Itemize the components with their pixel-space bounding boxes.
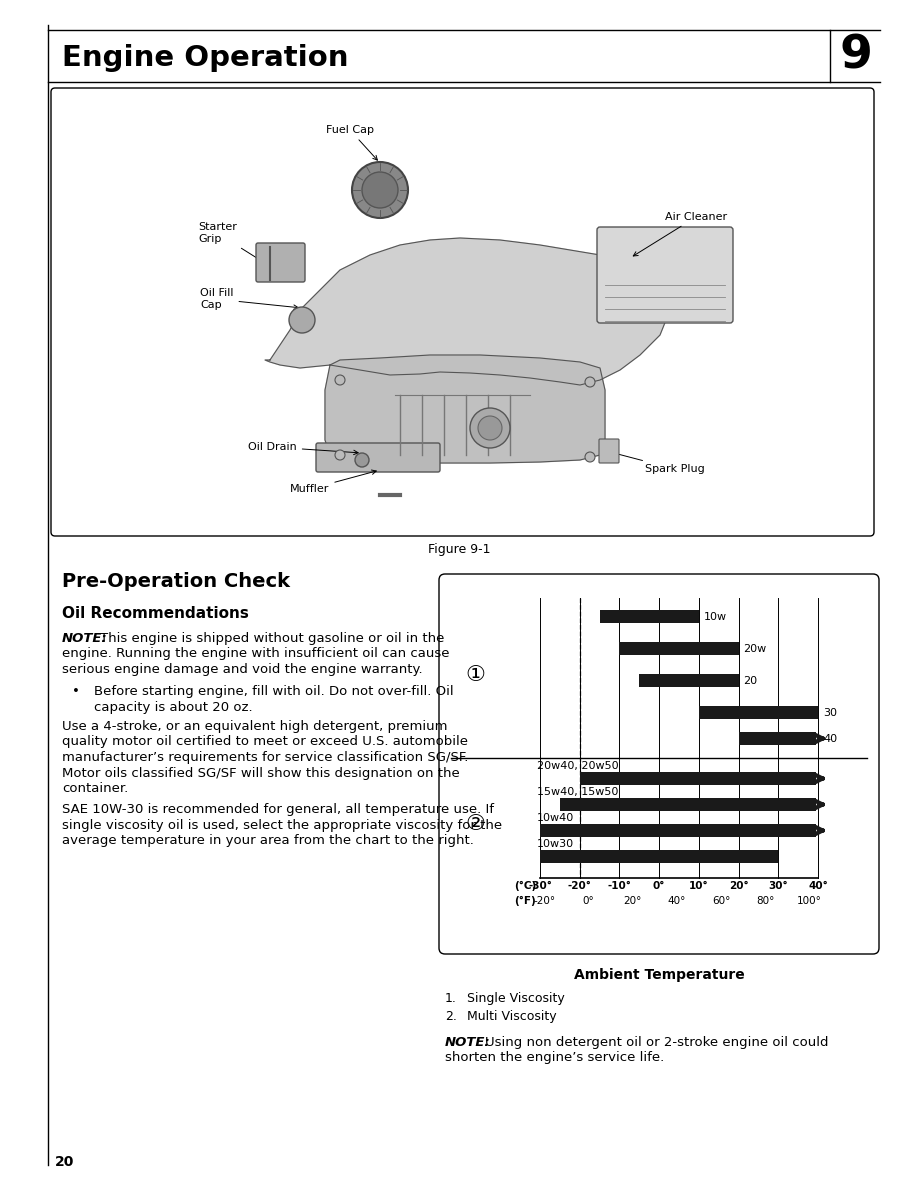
FancyBboxPatch shape bbox=[51, 88, 874, 536]
Text: 2.: 2. bbox=[445, 1010, 457, 1023]
Text: 0°: 0° bbox=[653, 881, 666, 891]
Text: 30: 30 bbox=[823, 708, 837, 718]
Text: -20°: -20° bbox=[567, 881, 592, 891]
Text: Oil Drain: Oil Drain bbox=[248, 442, 358, 455]
Circle shape bbox=[585, 377, 595, 387]
Circle shape bbox=[352, 162, 408, 219]
Bar bbox=[560, 798, 816, 811]
Text: 60°: 60° bbox=[712, 896, 731, 906]
Bar bbox=[540, 849, 778, 862]
FancyBboxPatch shape bbox=[597, 227, 733, 323]
Text: 20w40, 20w50: 20w40, 20w50 bbox=[537, 762, 619, 771]
FancyBboxPatch shape bbox=[599, 440, 619, 463]
Bar bbox=[639, 674, 739, 687]
Polygon shape bbox=[325, 355, 605, 463]
Circle shape bbox=[362, 172, 398, 208]
Text: (°C): (°C) bbox=[514, 881, 536, 891]
Text: 20w: 20w bbox=[744, 644, 767, 653]
Text: Air Cleaner: Air Cleaner bbox=[633, 211, 727, 255]
Text: manufacturer’s requirements for service classification SG/SF.: manufacturer’s requirements for service … bbox=[62, 751, 468, 764]
Text: Engine Operation: Engine Operation bbox=[62, 44, 349, 72]
FancyBboxPatch shape bbox=[439, 574, 879, 954]
Text: shorten the engine’s service life.: shorten the engine’s service life. bbox=[445, 1051, 665, 1064]
Text: 20: 20 bbox=[55, 1155, 74, 1169]
Text: -20°: -20° bbox=[533, 896, 555, 906]
Text: 20°: 20° bbox=[729, 881, 748, 891]
Text: 9: 9 bbox=[840, 33, 872, 78]
Text: Fuel Cap: Fuel Cap bbox=[326, 125, 377, 160]
Text: Use a 4-stroke, or an equivalent high detergent, premium: Use a 4-stroke, or an equivalent high de… bbox=[62, 720, 447, 733]
Text: 100°: 100° bbox=[797, 896, 822, 906]
Text: 10w30: 10w30 bbox=[537, 839, 574, 849]
Text: Muffler: Muffler bbox=[290, 470, 376, 494]
Text: -10°: -10° bbox=[608, 881, 632, 891]
Text: engine. Running the engine with insufficient oil can cause: engine. Running the engine with insuffic… bbox=[62, 647, 450, 661]
Text: Oil Recommendations: Oil Recommendations bbox=[62, 606, 249, 621]
Text: 80°: 80° bbox=[756, 896, 775, 906]
Circle shape bbox=[478, 416, 502, 440]
Text: This engine is shipped without gasoline or oil in the: This engine is shipped without gasoline … bbox=[100, 632, 444, 645]
Text: 40°: 40° bbox=[808, 881, 828, 891]
Bar bbox=[739, 732, 816, 745]
Polygon shape bbox=[265, 238, 670, 385]
Circle shape bbox=[289, 307, 315, 333]
Text: ②: ② bbox=[465, 814, 485, 834]
Text: Pre-Operation Check: Pre-Operation Check bbox=[62, 571, 290, 590]
FancyBboxPatch shape bbox=[256, 244, 305, 282]
Bar bbox=[599, 609, 699, 623]
Bar bbox=[620, 642, 739, 655]
Text: serious engine damage and void the engine warranty.: serious engine damage and void the engin… bbox=[62, 663, 422, 676]
Text: single viscosity oil is used, select the appropriate viscosity for the: single viscosity oil is used, select the… bbox=[62, 819, 502, 832]
Text: Motor oils classified SG/SF will show this designation on the: Motor oils classified SG/SF will show th… bbox=[62, 766, 460, 779]
Text: 40°: 40° bbox=[667, 896, 686, 906]
Text: Oil Fill
Cap: Oil Fill Cap bbox=[200, 289, 298, 310]
Text: Before starting engine, fill with oil. Do not over-fill. Oil: Before starting engine, fill with oil. D… bbox=[94, 685, 453, 699]
Text: quality motor oil certified to meet or exceed U.S. automobile: quality motor oil certified to meet or e… bbox=[62, 735, 468, 748]
Text: 30°: 30° bbox=[768, 881, 788, 891]
Text: NOTE:: NOTE: bbox=[62, 632, 107, 645]
Text: SAE 10W-30 is recommended for general, all temperature use. If: SAE 10W-30 is recommended for general, a… bbox=[62, 803, 494, 816]
Text: Spark Plug: Spark Plug bbox=[614, 451, 705, 474]
Bar bbox=[579, 772, 816, 785]
Text: 1.: 1. bbox=[445, 992, 457, 1005]
Circle shape bbox=[335, 375, 345, 385]
Text: Figure 9-1: Figure 9-1 bbox=[428, 543, 490, 556]
Text: Starter
Grip: Starter Grip bbox=[198, 222, 264, 263]
Text: -30°: -30° bbox=[528, 881, 552, 891]
Bar bbox=[699, 706, 818, 719]
Text: (°F): (°F) bbox=[514, 896, 536, 906]
Text: container.: container. bbox=[62, 782, 129, 795]
Circle shape bbox=[355, 453, 369, 467]
Circle shape bbox=[335, 450, 345, 460]
Text: 15w40, 15w50: 15w40, 15w50 bbox=[537, 786, 619, 797]
Text: Single Viscosity: Single Viscosity bbox=[467, 992, 565, 1005]
Text: ①: ① bbox=[465, 665, 485, 685]
Bar bbox=[540, 824, 816, 838]
Text: NOTE:: NOTE: bbox=[445, 1036, 490, 1049]
Text: Ambient Temperature: Ambient Temperature bbox=[574, 968, 744, 982]
Circle shape bbox=[470, 407, 510, 448]
Text: 10°: 10° bbox=[689, 881, 709, 891]
FancyBboxPatch shape bbox=[316, 443, 440, 472]
Text: Multi Viscosity: Multi Viscosity bbox=[467, 1010, 556, 1023]
Text: average temperature in your area from the chart to the right.: average temperature in your area from th… bbox=[62, 834, 474, 847]
Text: •: • bbox=[72, 685, 80, 699]
Text: 0°: 0° bbox=[583, 896, 594, 906]
Text: Using non detergent oil or 2-stroke engine oil could: Using non detergent oil or 2-stroke engi… bbox=[485, 1036, 829, 1049]
Circle shape bbox=[585, 451, 595, 462]
Text: 10w40: 10w40 bbox=[537, 813, 575, 823]
Text: 40: 40 bbox=[823, 733, 837, 744]
Text: 10w: 10w bbox=[704, 612, 727, 621]
Text: 20: 20 bbox=[744, 676, 757, 685]
Text: capacity is about 20 oz.: capacity is about 20 oz. bbox=[94, 701, 252, 714]
Text: 20°: 20° bbox=[623, 896, 642, 906]
